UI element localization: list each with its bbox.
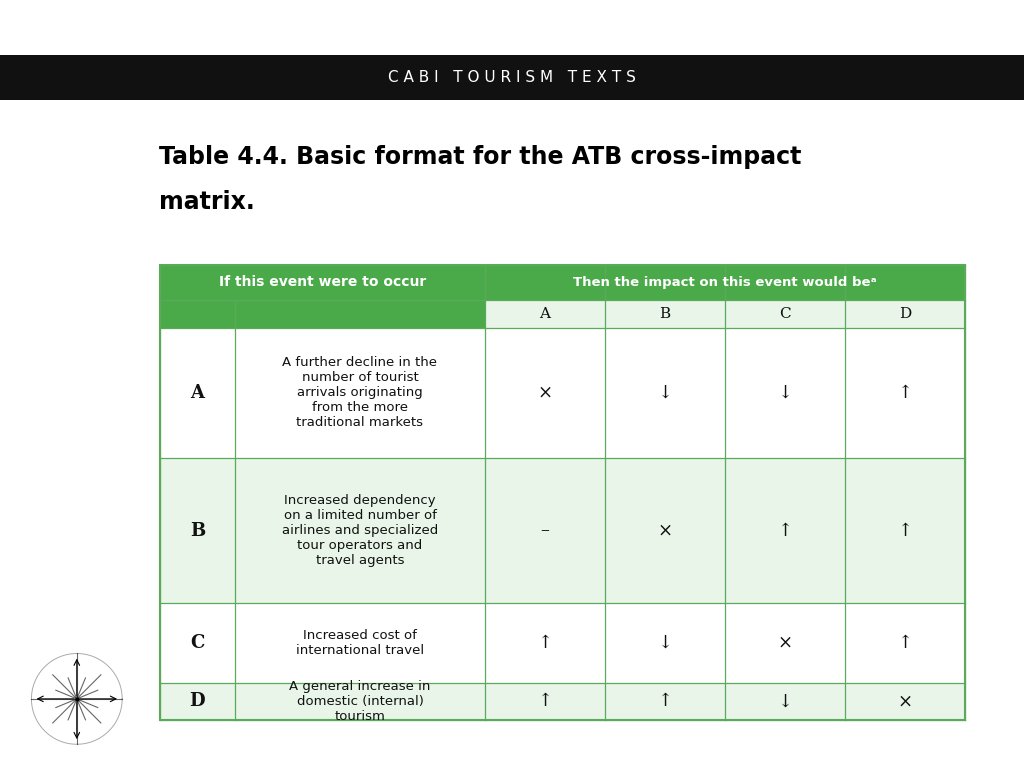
Text: C: C [779, 307, 791, 321]
Text: If this event were to occur: If this event were to occur [219, 276, 426, 290]
Text: ↑: ↑ [897, 384, 912, 402]
Text: C: C [190, 634, 205, 652]
Text: ↓: ↓ [657, 634, 673, 652]
Text: ↑: ↑ [897, 521, 912, 539]
Text: –: – [541, 521, 550, 539]
Text: Then the impact on this event would beᵃ: Then the impact on this event would beᵃ [573, 276, 877, 289]
Text: ×: × [657, 521, 673, 539]
Text: matrix.: matrix. [159, 190, 255, 214]
Text: Table 4.4. Basic format for the ATB cross-impact: Table 4.4. Basic format for the ATB cros… [159, 145, 801, 169]
Text: A further decline in the
number of tourist
arrivals originating
from the more
tr: A further decline in the number of touri… [283, 356, 437, 429]
Text: B: B [189, 521, 205, 539]
Text: ×: × [538, 384, 553, 402]
Text: B: B [659, 307, 671, 321]
Text: ×: × [897, 693, 912, 710]
Text: D: D [189, 693, 206, 710]
Text: A: A [540, 307, 551, 321]
Text: ↓: ↓ [777, 384, 793, 402]
Text: ↑: ↑ [657, 693, 673, 710]
Text: ↓: ↓ [657, 384, 673, 402]
Text: ↓: ↓ [777, 693, 793, 710]
Text: ↑: ↑ [538, 634, 553, 652]
Text: Increased cost of
international travel: Increased cost of international travel [296, 629, 424, 657]
Text: C A B I   T O U R I S M   T E X T S: C A B I T O U R I S M T E X T S [388, 70, 636, 85]
Text: D: D [899, 307, 911, 321]
Text: A: A [190, 384, 205, 402]
Text: A general increase in
domestic (internal)
tourism: A general increase in domestic (internal… [290, 680, 431, 723]
Text: Increased dependency
on a limited number of
airlines and specialized
tour operat: Increased dependency on a limited number… [282, 494, 438, 567]
Text: ×: × [777, 634, 793, 652]
Text: ↑: ↑ [777, 521, 793, 539]
Text: ↑: ↑ [538, 693, 553, 710]
Text: ↑: ↑ [897, 634, 912, 652]
